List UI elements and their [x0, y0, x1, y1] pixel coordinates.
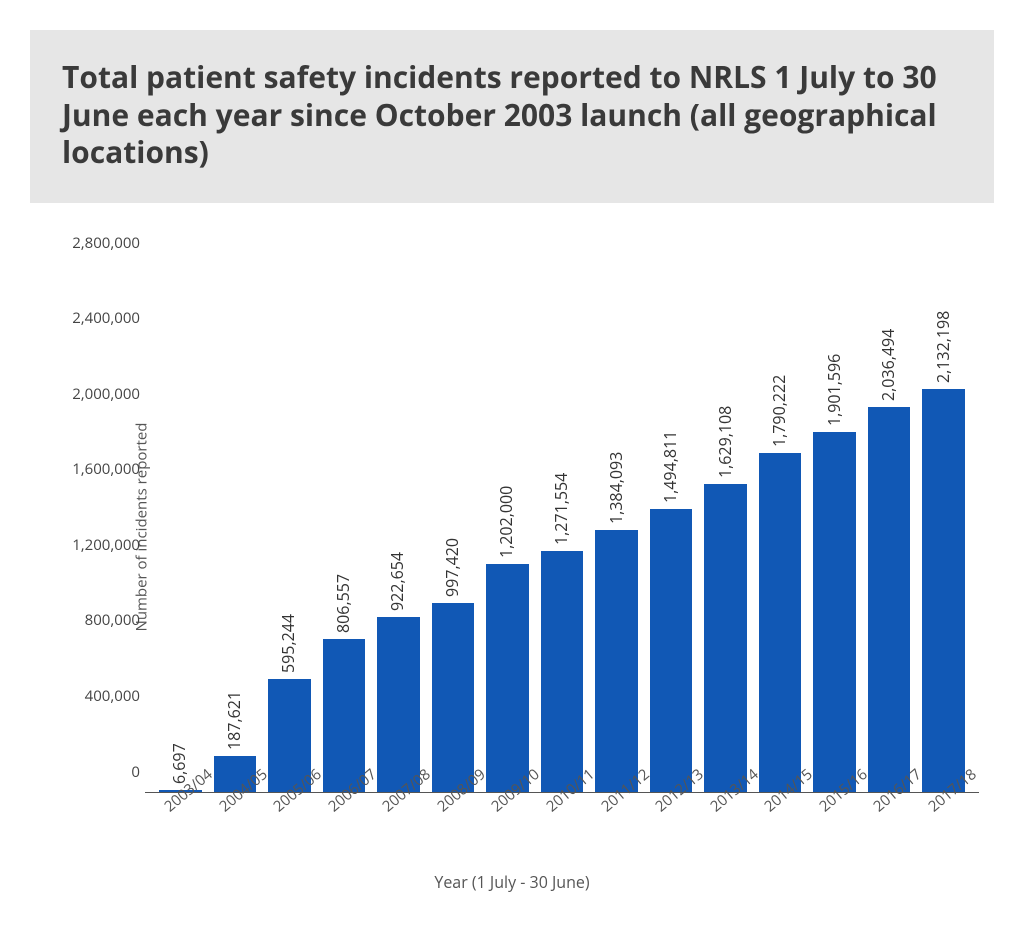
- bar-slot: 1,790,222: [753, 263, 808, 792]
- x-tick-label: 2003/04: [153, 793, 208, 883]
- bar: 1,629,108: [704, 484, 747, 792]
- x-tick-label: 2016/17: [862, 793, 917, 883]
- x-tick-label: 2009/10: [480, 793, 535, 883]
- bar: 1,384,093: [595, 530, 638, 791]
- chart-title: Total patient safety incidents reported …: [62, 58, 962, 171]
- bar-slot: 1,901,596: [807, 263, 862, 792]
- bar-slot: 1,384,093: [589, 263, 644, 792]
- x-tick-label: 2017/18: [916, 793, 971, 883]
- bar-value-label: 1,901,596: [823, 354, 845, 426]
- y-tick-label: 800,000: [60, 610, 140, 630]
- x-tick-label: 2006/07: [317, 793, 372, 883]
- bar: 1,271,554: [541, 551, 584, 791]
- bar-slot: 187,621: [208, 263, 263, 792]
- x-tick-label: 2014/15: [753, 793, 808, 883]
- bar: 922,654: [377, 617, 420, 791]
- bar-slot: 997,420: [426, 263, 481, 792]
- y-tick-label: 2,400,000: [60, 308, 140, 328]
- bar: 1,202,000: [486, 564, 529, 791]
- x-tick-label: 2005/06: [262, 793, 317, 883]
- bar-slot: 1,494,811: [644, 263, 699, 792]
- bar-value-label: 997,420: [441, 538, 463, 597]
- y-tick-label: 400,000: [60, 686, 140, 706]
- y-tick-label: 2,000,000: [60, 384, 140, 404]
- bar-value-label: 1,790,222: [768, 375, 790, 447]
- x-tick-label: 2012/13: [644, 793, 699, 883]
- bar-slot: 806,557: [317, 263, 372, 792]
- bar-slot: 1,271,554: [535, 263, 590, 792]
- x-tick-label: 2007/08: [371, 793, 426, 883]
- bar-slot: 922,654: [371, 263, 426, 792]
- x-axis-label: Year (1 July - 30 June): [434, 871, 589, 893]
- x-labels-group: 2003/042004/052005/062006/072007/082008/…: [145, 793, 979, 883]
- bar-slot: 1,202,000: [480, 263, 535, 792]
- bar-value-label: 2,036,494: [877, 328, 899, 400]
- bar-slot: 1,629,108: [698, 263, 753, 792]
- bar-value-label: 2,132,198: [932, 310, 954, 382]
- bar-value-label: 1,384,093: [605, 452, 627, 524]
- y-tick-label: 1,200,000: [60, 535, 140, 555]
- bar-slot: 2,036,494: [862, 263, 917, 792]
- y-tick-label: 0: [60, 762, 140, 782]
- bar-value-label: 595,244: [277, 614, 299, 673]
- y-tick-label: 1,600,000: [60, 459, 140, 479]
- x-tick-label: 2008/09: [426, 793, 481, 883]
- bar-chart: Number of incidents reported 6,697187,62…: [30, 243, 994, 883]
- chart-title-box: Total patient safety incidents reported …: [30, 30, 994, 203]
- bar-value-label: 1,494,811: [659, 431, 681, 503]
- y-tick-label: 2,800,000: [60, 233, 140, 253]
- bar: 1,790,222: [759, 453, 802, 791]
- bars-group: 6,697 187,621 595,244 806,557 922,654 997,420…: [145, 263, 979, 792]
- bar-value-label: 806,557: [332, 574, 354, 633]
- bar-value-label: 1,629,108: [714, 405, 736, 477]
- bar-slot: 6,697: [153, 263, 208, 792]
- x-tick-label: 2013/14: [698, 793, 753, 883]
- bar: 997,420: [432, 603, 475, 791]
- bar-value-label: 1,202,000: [495, 486, 517, 558]
- bar: 1,901,596: [813, 432, 856, 791]
- bar-value-label: 187,621: [223, 691, 245, 750]
- bar-value-label: 922,654: [386, 552, 408, 611]
- plot-area: Number of incidents reported 6,697187,62…: [145, 263, 979, 793]
- bar: 2,132,198: [922, 389, 965, 792]
- x-tick-label: 2004/05: [208, 793, 263, 883]
- bar: 2,036,494: [868, 407, 911, 792]
- bar-slot: 2,132,198: [916, 263, 971, 792]
- bar: 806,557: [323, 639, 366, 791]
- x-tick-label: 2015/16: [807, 793, 862, 883]
- bar-value-label: 1,271,554: [550, 473, 572, 545]
- bar-slot: 595,244: [262, 263, 317, 792]
- bar: 1,494,811: [650, 509, 693, 791]
- x-tick-label: 2011/12: [589, 793, 644, 883]
- x-tick-label: 2010/11: [535, 793, 590, 883]
